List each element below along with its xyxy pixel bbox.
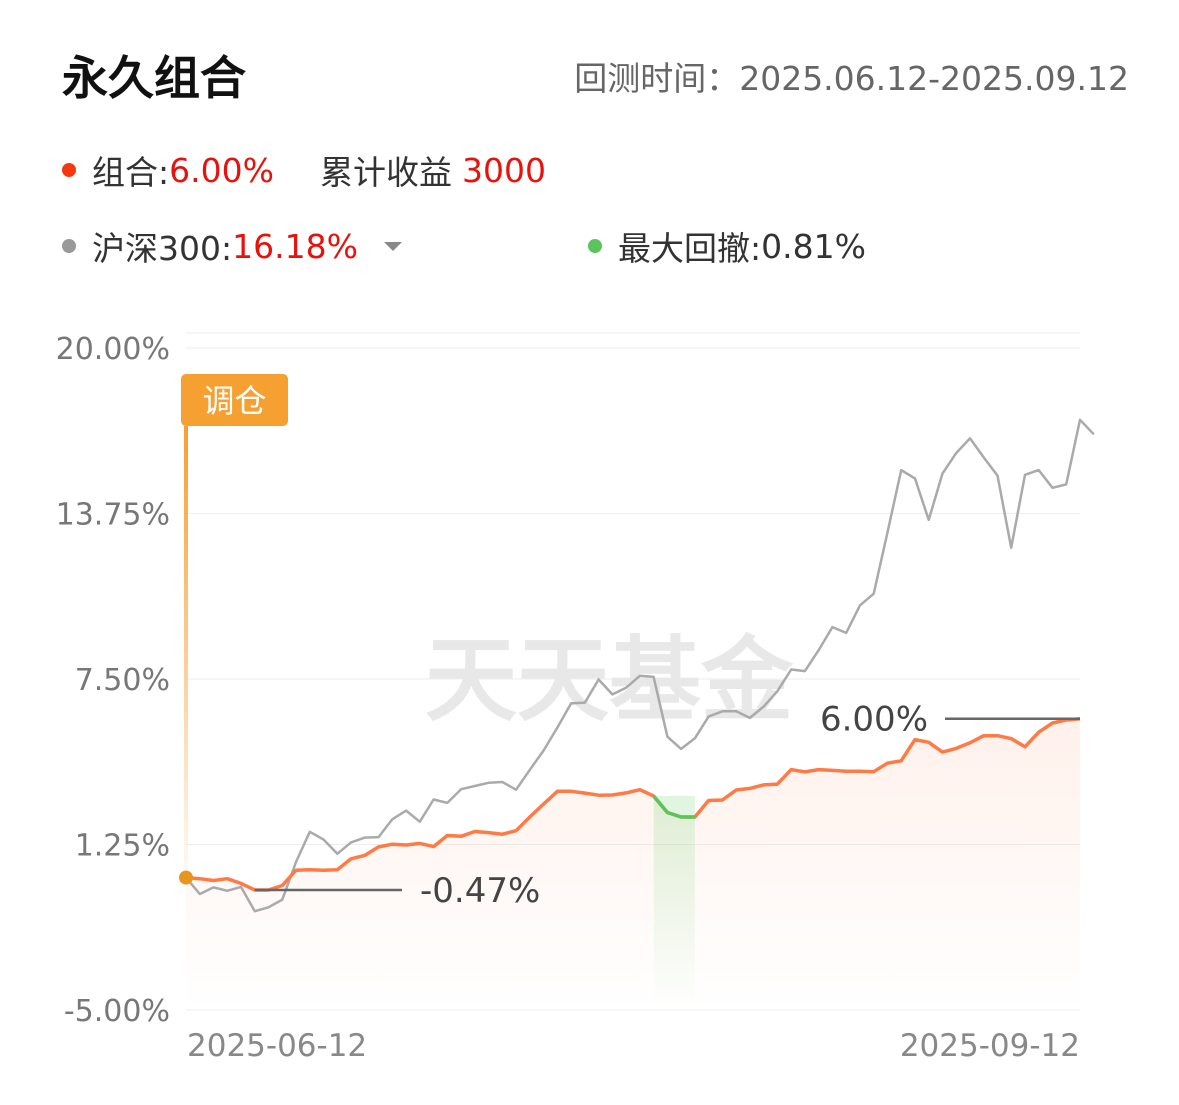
y-tick-label: -5.00%	[64, 994, 170, 1029]
y-tick-label: 7.50%	[75, 663, 170, 698]
benchmark-selector[interactable]: 沪深300: 16.18%	[62, 222, 402, 270]
cumulative-label: 累计收益	[319, 153, 452, 192]
rebalance-marker-line	[184, 426, 188, 878]
y-tick-label: 13.75%	[56, 498, 170, 533]
portfolio-label: 组合:	[92, 153, 170, 192]
min-value-label: -0.47%	[420, 871, 540, 911]
legend-portfolio-row: 组合: 6.00% 累计收益 3000	[62, 146, 546, 194]
drawdown-band	[653, 796, 695, 1010]
rebalance-tag[interactable]	[181, 374, 288, 426]
portfolio-return-value: 6.00%	[169, 150, 274, 190]
page-title: 永久组合	[62, 51, 246, 105]
backtest-range-label: 回测时间：	[574, 59, 740, 98]
portfolio-area	[186, 718, 1080, 1010]
y-tick-label: 20.00%	[56, 332, 170, 367]
start-point	[179, 870, 193, 885]
benchmark-dot-icon	[62, 239, 76, 253]
cumulative-value: 3000	[461, 150, 546, 190]
backtest-range: 回测时间：2025.06.12-2025.09.12	[574, 52, 1129, 100]
drawdown-value: 0.81%	[761, 226, 866, 266]
portfolio-dot-icon	[62, 163, 76, 177]
drawdown-label: 最大回撤:	[618, 229, 762, 268]
x-tick-label: 2025-09-12	[900, 1028, 1080, 1064]
rebalance-tag-label: 调仓	[202, 382, 266, 420]
chevron-down-icon[interactable]	[383, 241, 402, 251]
y-tick-label: 1.25%	[75, 829, 170, 864]
end-value-label: 6.00%	[820, 700, 928, 740]
backtest-range-value: 2025.06.12-2025.09.12	[739, 59, 1129, 98]
portfolio-line	[185, 716, 1081, 892]
drawdown-dot-icon	[588, 239, 602, 253]
watermark: 天天基金	[425, 626, 794, 734]
drawdown-segment	[652, 794, 695, 819]
benchmark-return-value: 16.18%	[232, 226, 358, 266]
benchmark-line	[185, 418, 1095, 913]
x-tick-label: 2025-06-12	[187, 1028, 367, 1064]
benchmark-label: 沪深300:	[92, 229, 233, 268]
legend-drawdown-row: 最大回撤: 0.81%	[588, 222, 866, 270]
